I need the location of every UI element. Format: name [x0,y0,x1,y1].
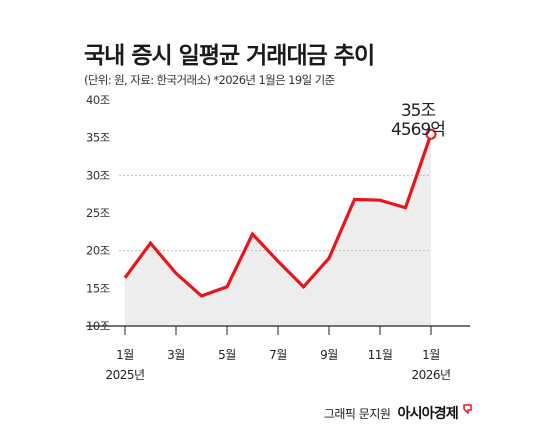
brand-logo-text: 아시아경제 [397,406,459,422]
y-tick-label: 30조 [86,168,110,182]
y-tick-label: 20조 [86,244,110,258]
series-line [123,133,433,298]
x-tick-label: 1월 [116,348,134,362]
area-fill [125,134,431,326]
data-label-value: 35조 [401,101,436,121]
x-tick-year-label: 2026년 [411,368,450,382]
footer: 그래픽 문지원 아시아경제 [324,403,472,423]
x-tick-label: 3월 [167,348,185,362]
y-tick-label: 15조 [86,281,110,295]
x-tick-label: 9월 [320,348,338,362]
chart-title: 국내 증시 일평균 거래대금 추이 [84,43,375,69]
y-tick-label: 40조 [86,93,110,107]
x-tick-label: 11월 [368,348,393,362]
x-tick-label: 1월 [422,348,440,362]
x-tick-label: 7월 [269,348,287,362]
graphic-credit: 그래픽 문지원 [323,407,391,421]
x-tick-label: 5월 [218,348,236,362]
y-tick-label: 25조 [86,206,110,220]
data-point-marker [425,128,437,140]
x-tick-year-label: 2025년 [105,368,144,382]
y-tick-label: 35조 [86,131,110,145]
brand-mark-icon [463,404,472,414]
data-label-value: 4569억 [391,120,445,140]
chart-subtitle: (단위: 원, 자료: 한국거래소) *2026년 1월은 19일 기준 [84,73,335,87]
